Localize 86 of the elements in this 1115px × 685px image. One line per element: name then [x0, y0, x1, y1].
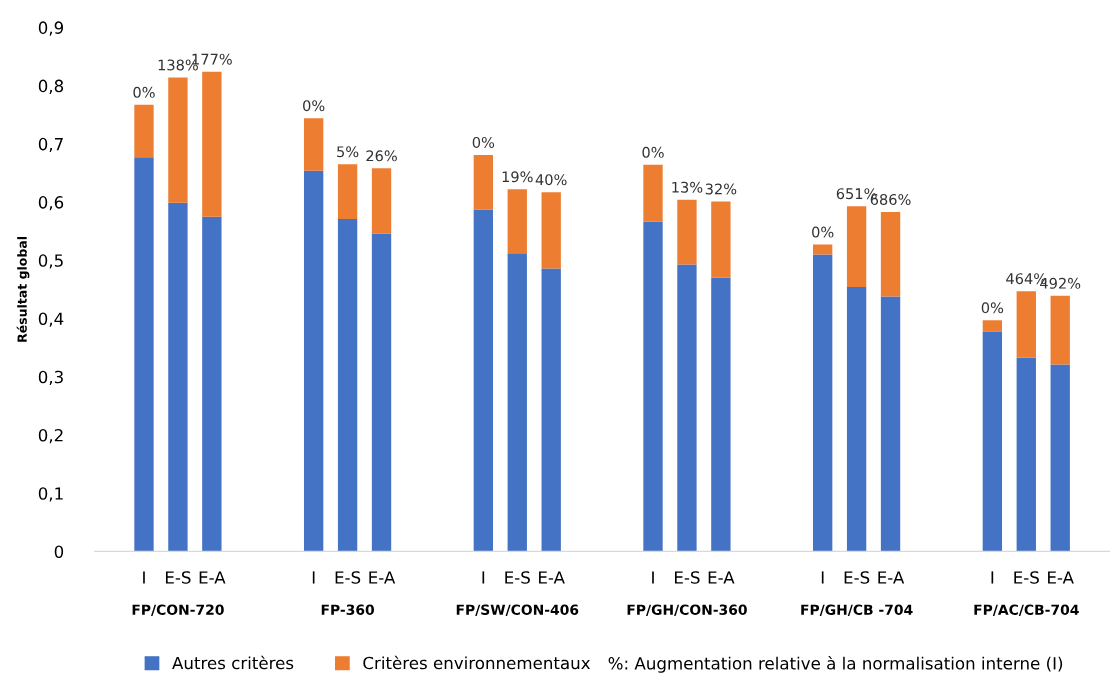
x-tick-label: I: [482, 571, 485, 584]
annotation: 0%: [133, 86, 155, 98]
bar: [677, 199, 697, 265]
x-tick-label: E-S: [335, 571, 361, 584]
bar: [711, 201, 731, 278]
x-tick-label: I: [312, 571, 315, 584]
y-tick-label: 0,3: [38, 370, 63, 386]
text: %: Augmentation relative à la normalisation interne (I): [608, 656, 1063, 673]
text: FP/SW/CON-406: [456, 604, 579, 617]
annotation: 40%: [535, 174, 567, 186]
x-tick-label: E-S: [165, 571, 191, 584]
bar: [711, 277, 731, 552]
bar: [134, 157, 154, 552]
bar: [643, 164, 663, 222]
bar: [371, 233, 392, 552]
annotation: 32%: [705, 183, 737, 195]
text: FP/AC/CB-704: [974, 604, 1079, 617]
annotation: 0%: [303, 100, 325, 112]
text: FP-360: [321, 604, 375, 615]
x-tick-label: E-S: [675, 571, 700, 584]
annotation: 26%: [366, 150, 397, 162]
bar: [202, 216, 222, 552]
bar: [134, 104, 154, 158]
annotation: 0%: [642, 146, 664, 158]
x-tick-label: I: [652, 571, 654, 584]
bar: [982, 320, 1003, 332]
bar: [473, 154, 493, 210]
bar: [507, 253, 527, 552]
bar: [982, 331, 1003, 552]
y-tick-label: 0,8: [38, 79, 64, 94]
x-tick-label: E-A: [199, 571, 226, 584]
legend-label: Autres critères: [172, 655, 294, 670]
bar: [541, 268, 561, 552]
annotation: 0%: [981, 302, 1004, 314]
annotation: 0%: [812, 226, 834, 238]
x-tick-label: E-A: [369, 571, 396, 584]
annotation: 5%: [337, 146, 359, 158]
y-axis-title: Résultat global: [16, 236, 30, 342]
bar: [643, 221, 663, 552]
x-tick-label: I: [991, 571, 994, 584]
bar: [1050, 295, 1070, 365]
y-tick-label: 0,5: [38, 254, 63, 269]
bar: [813, 244, 833, 255]
bar: [541, 192, 561, 269]
bar: [677, 264, 697, 552]
bar: [303, 170, 324, 552]
text: FP/GH/CON-360: [627, 604, 747, 617]
bar: [337, 164, 358, 219]
bar: [1050, 364, 1070, 552]
bar: [1016, 357, 1036, 552]
x-tick-label: E-A: [539, 571, 565, 584]
x-tick-label: E-A: [708, 571, 735, 584]
bar: [303, 118, 324, 171]
annotation: 13%: [672, 181, 703, 193]
annotation: 0%: [472, 136, 495, 148]
y-tick-label: 0,1: [38, 487, 63, 502]
x-tick-label: E-A: [878, 571, 905, 584]
bar: [880, 211, 901, 297]
x-tick-label: E-A: [1048, 571, 1074, 584]
bar: [371, 168, 392, 234]
bar: [168, 202, 188, 552]
bar: [507, 189, 527, 254]
x-tick-label: E-S: [1014, 571, 1039, 584]
x-tick-label: E-S: [844, 571, 870, 584]
y-tick-label: 0,9: [38, 21, 64, 36]
bar: [846, 287, 867, 552]
y-tick-label: 0,6: [38, 196, 64, 211]
bar: [202, 71, 222, 217]
bar: [846, 206, 867, 288]
y-tick-label: 0,2: [38, 428, 63, 444]
y-tick-label: 0,7: [38, 137, 63, 153]
legend-label: Critères environnementaux: [363, 655, 591, 670]
bar: [813, 254, 833, 552]
text: FP/GH/CB -704: [801, 604, 913, 617]
x-tick-label: I: [821, 571, 824, 584]
y-tick-label: 0,4: [38, 312, 64, 327]
annotation: 19%: [502, 171, 533, 183]
y-tick-label: 0: [54, 545, 64, 558]
bar: [1016, 291, 1036, 358]
text: FP/CON-720: [132, 604, 224, 617]
bar: [337, 218, 358, 552]
x-tick-label: E-S: [505, 571, 530, 584]
bar: [880, 296, 901, 552]
x-tick-label: I: [143, 571, 145, 584]
bar: [168, 77, 188, 203]
bar: [473, 209, 493, 552]
